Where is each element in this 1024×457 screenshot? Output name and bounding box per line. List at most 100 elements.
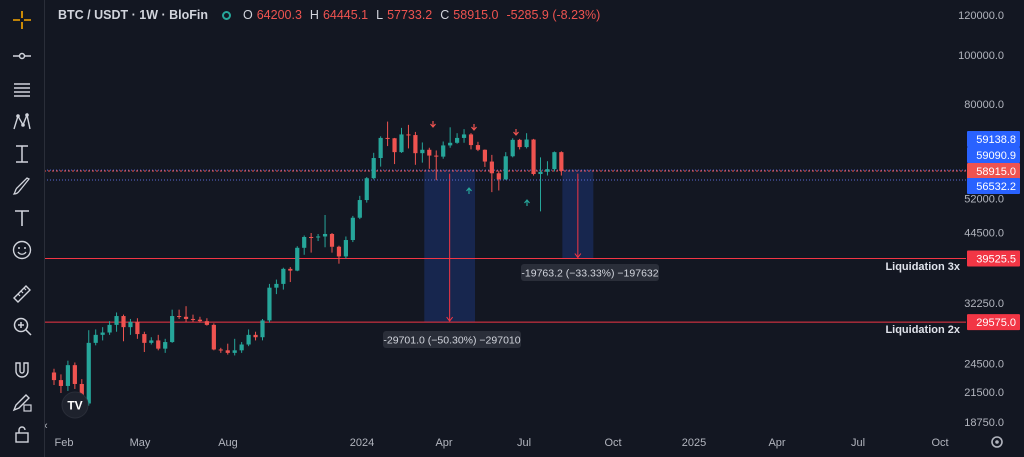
- signal-arrow: [430, 121, 436, 128]
- x-tick-label: Aug: [218, 437, 238, 449]
- x-tick-label: Oct: [931, 437, 948, 449]
- settings-icon[interactable]: [991, 436, 1003, 448]
- symbol-label[interactable]: BTC / USDT · 1W · BloFin: [58, 8, 208, 22]
- candle-body: [350, 217, 355, 241]
- text-icon[interactable]: [8, 204, 36, 232]
- candle-body: [183, 316, 189, 319]
- candle-body: [455, 137, 460, 143]
- brush-icon[interactable]: [8, 172, 36, 200]
- price-badge: [967, 163, 1020, 179]
- measure-icon[interactable]: [8, 140, 36, 168]
- candle-body: [135, 321, 140, 335]
- candle-body: [448, 142, 453, 146]
- candle-body: [177, 316, 182, 318]
- candle-body: [322, 233, 328, 237]
- candle-body: [100, 332, 105, 335]
- candle-body: [281, 268, 286, 284]
- candle-body: [232, 350, 237, 353]
- horizontal-line-icon[interactable]: [8, 42, 36, 70]
- candle-body: [309, 236, 314, 238]
- symbol-legend: BTC / USDT · 1W · BloFin O 64200.3 H 64445…: [58, 8, 604, 22]
- candle-body: [246, 334, 251, 345]
- axis-layer: 120000.0 100000.0 80000.0 52000.0 44500.0 322…: [44, 10, 1004, 449]
- close-key: C: [440, 8, 450, 22]
- zoom-in-icon[interactable]: [8, 312, 36, 340]
- candle-body: [364, 178, 369, 201]
- candle-body: [378, 137, 383, 159]
- candle-body: [170, 316, 175, 343]
- candle-body: [190, 318, 196, 320]
- candle-body: [72, 365, 77, 384]
- high-value: 64445.1: [322, 8, 369, 22]
- candle-body: [392, 138, 397, 153]
- drawing-toolbar: [0, 0, 45, 457]
- market-status-icon: [221, 10, 231, 20]
- lock-icon[interactable]: [8, 420, 36, 448]
- candle-body: [434, 155, 439, 157]
- ruler-icon[interactable]: [8, 280, 36, 308]
- x-tick-label: Oct: [604, 437, 621, 449]
- change-value: -5285.9 (-8.23%): [506, 8, 601, 22]
- candle-body: [121, 316, 126, 328]
- price-badge-label: 56532.2: [976, 181, 1016, 193]
- x-tick-label: Apr: [768, 437, 785, 449]
- x-tick-label: 2025: [682, 437, 706, 449]
- crosshair-icon[interactable]: [8, 6, 36, 34]
- logo-circle: [61, 391, 89, 419]
- candle-body: [197, 319, 203, 322]
- candle-body: [336, 246, 342, 257]
- candle-body: [288, 268, 293, 271]
- candle-body: [538, 171, 543, 175]
- candle-body: [93, 334, 98, 343]
- liquidation-label: Liquidation 3x: [885, 261, 960, 273]
- close-value: 58915.0: [453, 8, 499, 22]
- signal-arrow: [471, 124, 477, 131]
- liquidation-label: Liquidation 2x: [885, 324, 960, 336]
- candle-body: [468, 134, 474, 146]
- x-tick-label: Feb: [55, 437, 74, 449]
- measurement-label-bg: [521, 264, 659, 281]
- candle-body: [420, 149, 425, 154]
- liquidation-badge: [967, 314, 1020, 331]
- candle-body: [413, 135, 418, 154]
- low-key: L: [376, 8, 384, 22]
- candle-body: [343, 240, 348, 257]
- emoji-icon[interactable]: [8, 236, 36, 264]
- candle-body: [441, 145, 446, 157]
- candle-body: [399, 134, 404, 153]
- pattern-icon[interactable]: [8, 108, 36, 136]
- y-tick-label: 44500.0: [964, 228, 1004, 240]
- measurement-layer: -29701.0 (−50.30%) −297010 -19763.2 (−33.…: [383, 169, 659, 348]
- x-tick-label: Jul: [517, 437, 531, 449]
- pencil-lock-icon[interactable]: [8, 388, 36, 416]
- fib-retracement-icon[interactable]: [8, 76, 36, 104]
- candles-layer: TV: [51, 121, 564, 419]
- high-key: H: [309, 8, 319, 22]
- y-tick-label: 80000.0: [964, 99, 1004, 111]
- candle-body: [517, 139, 522, 148]
- price-badge: [967, 178, 1020, 194]
- y-tick-label: 32250.0: [964, 298, 1004, 310]
- candle-body: [427, 149, 432, 156]
- settings-icon-ring: [991, 436, 1003, 448]
- logo-text: TV: [67, 399, 82, 413]
- candle-body: [260, 320, 265, 338]
- candle-body: [225, 350, 230, 353]
- candle-body: [524, 139, 529, 148]
- candle-body: [86, 342, 91, 404]
- signal-arrow: [524, 199, 530, 206]
- candle-body: [357, 200, 362, 218]
- y-tick-label: 52000.0: [964, 193, 1004, 205]
- x-tick-label: Apr: [435, 437, 452, 449]
- price-badge-label: 59090.9: [976, 150, 1016, 162]
- x-tick-label: 2024: [350, 437, 374, 449]
- candle-body: [475, 145, 481, 150]
- liquidation-badge: [967, 250, 1020, 267]
- candle-body: [107, 324, 112, 333]
- candle-body: [58, 380, 64, 386]
- y-tick-label: 100000.0: [958, 50, 1004, 62]
- candle-body: [163, 342, 168, 349]
- candle-body: [156, 340, 161, 349]
- magnet-icon[interactable]: [8, 356, 36, 384]
